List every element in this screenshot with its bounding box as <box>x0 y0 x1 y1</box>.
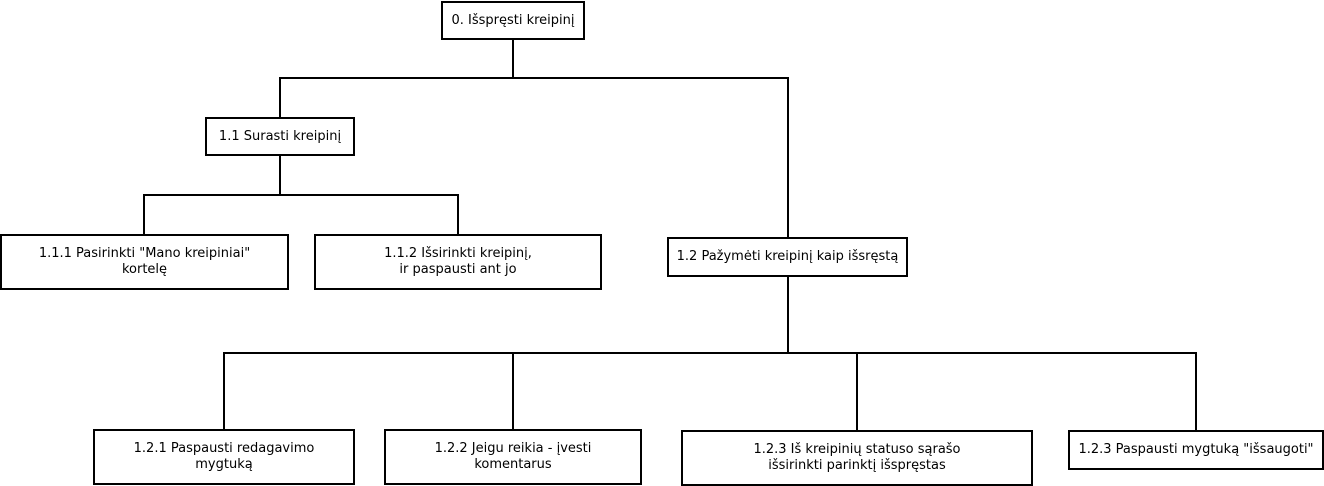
node-label: 1.2.1 Paspausti redagavimo mygtuką <box>133 441 315 472</box>
node-label: 1.1.1 Pasirinkti "Mano kreipiniai" korte… <box>38 246 251 277</box>
node-label: 1.2 Pažymėti kreipinį kaip išsręstą <box>676 249 899 264</box>
node-1-1-1: 1.1.1 Pasirinkti "Mano kreipiniai" korte… <box>0 234 289 290</box>
node-1-1: 1.1 Surasti kreipinį <box>205 117 355 156</box>
node-1-2-3-status: 1.2.3 Iš kreipinių statuso sąrašo išsiri… <box>681 430 1033 486</box>
node-label: 1.2.3 Paspausti mygtuką "išsaugoti" <box>1078 442 1314 457</box>
node-label: 1.2.3 Iš kreipinių statuso sąrašo išsiri… <box>753 442 961 473</box>
node-label: 0. Išspręsti kreipinį <box>451 12 575 28</box>
node-1-2-2: 1.2.2 Jeigu reikia - įvesti komentarus <box>384 429 642 485</box>
node-label: 1.2.2 Jeigu reikia - įvesti komentarus <box>434 441 592 472</box>
node-1-2-1: 1.2.1 Paspausti redagavimo mygtuką <box>93 429 355 485</box>
node-label: 1.1.2 Išsirinkti kreipinį, ir paspausti … <box>384 246 532 277</box>
node-root: 0. Išspręsti kreipinį <box>441 1 585 40</box>
node-label: 1.1 Surasti kreipinį <box>218 128 342 144</box>
node-1-1-2: 1.1.2 Išsirinkti kreipinį, ir paspausti … <box>314 234 602 290</box>
node-1-2-3-save: 1.2.3 Paspausti mygtuką "išsaugoti" <box>1068 430 1324 470</box>
node-1-2: 1.2 Pažymėti kreipinį kaip išsręstą <box>667 237 908 277</box>
